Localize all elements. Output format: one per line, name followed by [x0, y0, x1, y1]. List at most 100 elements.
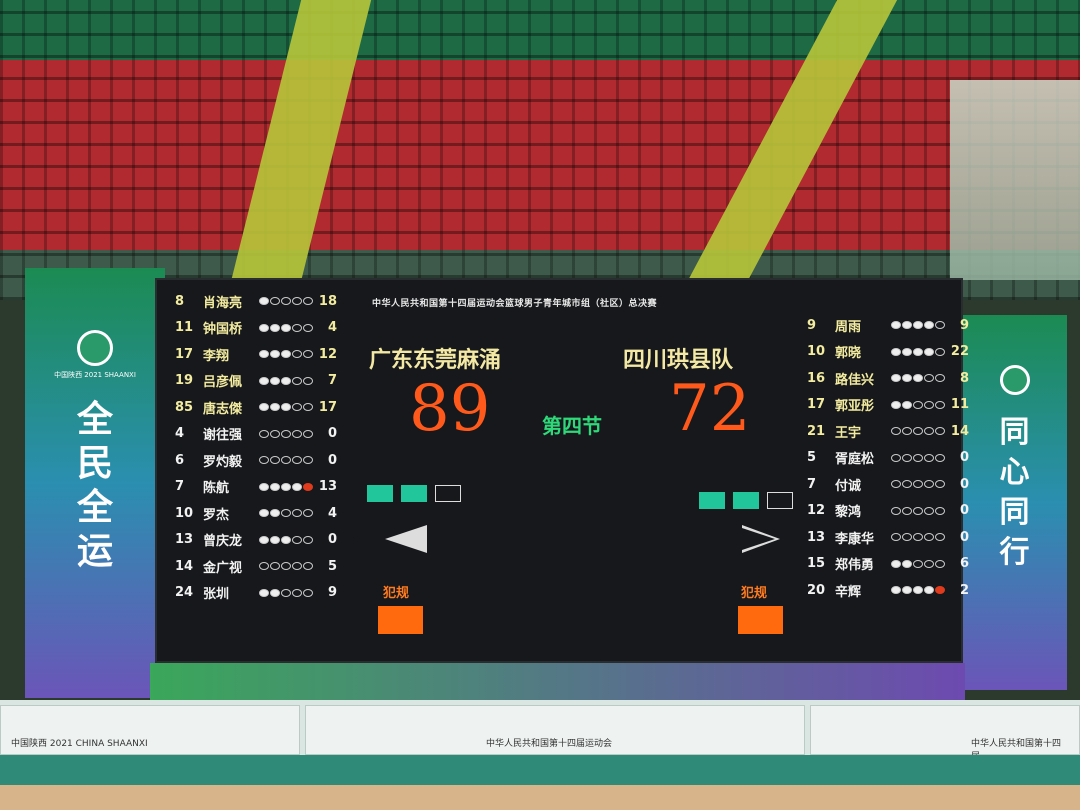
player-row: 20 辛辉 2	[807, 577, 969, 604]
player-row: 24 张圳 9	[175, 580, 337, 607]
foul-dots	[891, 321, 945, 330]
foul-dot	[292, 297, 302, 306]
foul-dot	[270, 429, 280, 438]
player-points: 14	[950, 423, 969, 439]
foul-dot	[924, 400, 934, 409]
player-points: 5	[327, 558, 337, 574]
foul-dots	[891, 533, 945, 542]
away-team-foul-indicator	[738, 606, 783, 634]
player-row: 21 王宇 14	[807, 418, 969, 445]
player-name: 唐志傑	[203, 401, 243, 417]
foul-dot	[303, 588, 313, 597]
player-number: 9	[807, 317, 817, 333]
foul-dot	[281, 403, 291, 412]
foul-dot	[259, 509, 269, 518]
player-name: 王宇	[835, 425, 862, 441]
player-row: 11 钟国桥 4	[175, 315, 337, 342]
player-row: 10 郭晓 22	[807, 339, 969, 366]
player-row: 13 曾庆龙 0	[175, 527, 337, 554]
foul-dot	[924, 347, 934, 356]
foul-dot	[259, 323, 269, 332]
foul-dot	[259, 588, 269, 597]
player-number: 8	[175, 293, 185, 309]
foul-dot	[270, 297, 280, 306]
foul-dot	[281, 429, 291, 438]
foul-dot	[303, 429, 313, 438]
foul-dots	[259, 297, 313, 306]
foul-dots	[891, 400, 945, 409]
foul-dot	[281, 456, 291, 465]
foul-dot	[303, 562, 313, 571]
foul-dots	[891, 453, 945, 462]
foul-dots	[259, 588, 313, 597]
foul-dot	[292, 323, 302, 332]
foul-dot	[935, 559, 945, 568]
foul-dot	[924, 559, 934, 568]
player-name: 辛辉	[835, 584, 862, 600]
foul-dots	[259, 323, 313, 332]
player-points: 9	[959, 317, 969, 333]
player-points: 22	[950, 344, 969, 360]
timeout-indicator	[733, 492, 759, 509]
glass-gallery	[950, 80, 1080, 280]
foul-dot	[935, 321, 945, 330]
foul-dot	[281, 482, 291, 491]
foul-dots	[259, 403, 313, 412]
foul-dot	[281, 588, 291, 597]
player-points: 12	[318, 346, 337, 362]
foul-dot	[891, 480, 901, 489]
event-title: 中华人民共和国第十四届运动会篮球男子青年城市组（社区）总决赛	[372, 299, 658, 309]
player-row: 4 谢往强 0	[175, 421, 337, 448]
foul-dots	[891, 480, 945, 489]
foul-dot	[924, 453, 934, 462]
player-points: 8	[959, 370, 969, 386]
foul-dot	[902, 427, 912, 436]
foul-dot	[292, 588, 302, 597]
board-base	[150, 663, 965, 701]
player-row: 14 金广视 5	[175, 553, 337, 580]
stage-panel: 中华人民共和国第十四届运动会	[305, 705, 805, 755]
foul-dot	[259, 376, 269, 385]
player-name: 罗灼毅	[203, 454, 243, 470]
player-points: 17	[318, 399, 337, 415]
foul-dot	[270, 323, 280, 332]
foul-dot	[259, 350, 269, 359]
foul-dot	[913, 506, 923, 515]
games-logo-icon	[77, 330, 113, 366]
player-name: 付诚	[835, 478, 862, 494]
stage-panels: 中国陕西 2021 CHINA SHAANXI 中华人民共和国第十四届运动会 中…	[0, 700, 1080, 762]
foul-dot	[891, 427, 901, 436]
foul-dot	[913, 427, 923, 436]
player-row: 85 唐志傑 17	[175, 394, 337, 421]
foul-dot	[935, 533, 945, 542]
foul-dot	[270, 535, 280, 544]
player-number: 17	[175, 346, 194, 362]
foul-dots	[891, 586, 945, 595]
foul-dot	[924, 480, 934, 489]
foul-dot	[292, 456, 302, 465]
foul-dot	[270, 562, 280, 571]
player-row: 19 吕彦佩 7	[175, 368, 337, 395]
player-number: 7	[175, 479, 185, 495]
foul-dot	[902, 347, 912, 356]
foul-dot	[303, 509, 313, 518]
foul-dot	[913, 321, 923, 330]
player-name: 胥庭松	[835, 452, 875, 468]
foul-dot	[891, 506, 901, 515]
timeout-indicator	[699, 492, 725, 509]
scoreboard: 中华人民共和国第十四届运动会篮球男子青年城市组（社区）总决赛 8 肖海亮 18 11 钟…	[155, 278, 969, 663]
player-row: 12 黎鸿 0	[807, 498, 969, 525]
player-points: 4	[327, 320, 337, 336]
player-row: 16 路佳兴 8	[807, 365, 969, 392]
player-number: 5	[807, 450, 817, 466]
player-points: 18	[318, 293, 337, 309]
player-name: 郑伟勇	[835, 558, 875, 574]
foul-dots	[891, 374, 945, 383]
foul-dots	[259, 456, 313, 465]
player-row: 8 肖海亮 18	[175, 288, 337, 315]
right-slogan: 同心同行	[999, 415, 1030, 570]
foul-dot	[292, 376, 302, 385]
foul-dot	[303, 456, 313, 465]
player-points: 0	[959, 450, 969, 466]
foul-dot	[270, 588, 280, 597]
